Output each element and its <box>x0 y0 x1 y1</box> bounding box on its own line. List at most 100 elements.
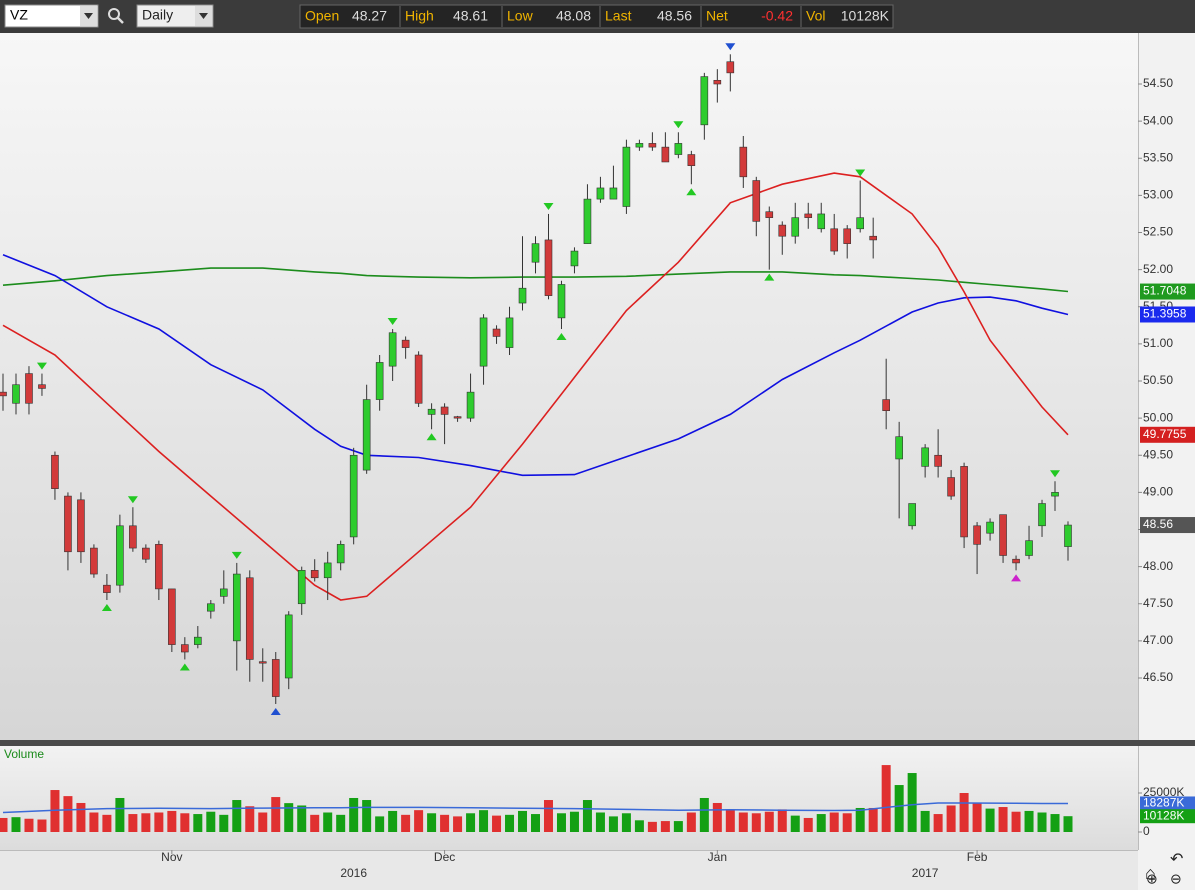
candle-body <box>453 416 462 419</box>
signal-marker <box>725 43 736 51</box>
ma-value-label-box <box>1140 306 1195 323</box>
candle-body <box>557 284 566 319</box>
candle-body <box>908 503 916 527</box>
volume-bar <box>167 810 177 832</box>
ma-value-label-box <box>1140 283 1195 300</box>
volume-bar <box>180 813 190 832</box>
candle-body <box>817 213 826 230</box>
candle-body <box>518 287 527 304</box>
candle-body <box>661 146 670 163</box>
candle-body <box>440 406 449 415</box>
volume-bar <box>907 773 917 832</box>
y-tick-label: 53.50 <box>1143 150 1173 164</box>
volume-bar <box>453 816 463 832</box>
volume-bar <box>401 814 411 832</box>
candle-body <box>869 235 877 241</box>
volume-bar <box>777 809 787 832</box>
volume-bar <box>1037 812 1047 832</box>
candle-body <box>973 525 981 545</box>
volume-tick-label: 0 <box>1143 824 1150 838</box>
symbol: VZ <box>10 7 28 23</box>
quote-value: 48.08 <box>556 8 591 24</box>
volume-bar <box>89 812 99 832</box>
zoom-in[interactable]: ⊕ <box>1146 871 1158 887</box>
x-year-label: 2017 <box>912 866 939 880</box>
quote-label: Last <box>605 8 632 24</box>
candle-body <box>284 614 293 679</box>
candle-body <box>414 354 423 404</box>
volume-bar <box>868 807 878 832</box>
panel-separator <box>0 740 1195 746</box>
volume-bar <box>479 810 489 832</box>
y-tick-label: 54.50 <box>1143 76 1173 90</box>
x-tick-label: Feb <box>967 850 988 864</box>
undo-icon[interactable]: ↶ <box>1170 851 1183 868</box>
volume-bar <box>1011 811 1021 832</box>
quote-label: High <box>405 8 434 24</box>
candle-body <box>596 187 605 200</box>
search-icon[interactable] <box>108 8 120 20</box>
moving-average <box>2 172 1069 601</box>
search-icon <box>117 17 124 24</box>
moving-average <box>2 254 1069 477</box>
volume-bar <box>673 821 683 832</box>
volume-bar <box>531 814 540 832</box>
moving-average <box>2 267 1069 293</box>
candle-body <box>401 339 410 348</box>
y-tick-label: 49.00 <box>1143 485 1173 499</box>
home-icon[interactable]: ⌂ <box>1145 863 1156 883</box>
signal-marker <box>1050 470 1061 478</box>
candle-body <box>245 577 254 660</box>
volume-bar <box>115 797 125 832</box>
volume-last-label-box <box>1140 809 1195 824</box>
volume-bar <box>258 812 268 832</box>
ma-value-label: 51.7048 <box>1143 284 1187 298</box>
interval: Daily <box>142 7 173 23</box>
candle-body <box>77 499 85 553</box>
signal-marker <box>556 333 567 341</box>
signal-marker <box>36 362 47 370</box>
candle-body <box>90 547 98 575</box>
volume-bar <box>842 813 852 832</box>
volume-bar <box>76 802 86 832</box>
candle-body <box>856 217 864 230</box>
y-tick-label: 53.00 <box>1143 188 1173 202</box>
y-tick-label: 51.00 <box>1143 336 1173 350</box>
volume-average-label-box <box>1140 796 1195 811</box>
dropdown-arrow <box>199 13 208 19</box>
candle-body <box>895 436 903 460</box>
symbol-input[interactable] <box>4 4 99 28</box>
volume-bar <box>414 810 424 832</box>
candle-body <box>38 384 46 389</box>
volume-bar <box>920 810 930 832</box>
candle-body <box>1051 492 1059 497</box>
candle-body <box>830 228 839 252</box>
volume-bar <box>1063 816 1073 832</box>
volume-bar <box>310 814 320 832</box>
volume-bar <box>855 807 865 832</box>
candle-body <box>181 644 189 653</box>
zoom-out[interactable]: ⊖ <box>1170 871 1182 887</box>
candle-body <box>0 391 7 397</box>
volume-average <box>2 802 1068 814</box>
candle-body <box>882 399 890 412</box>
candle-body <box>934 454 942 467</box>
candle-body <box>609 187 618 200</box>
quote-value: 48.61 <box>453 8 488 24</box>
volume-bar <box>1024 810 1034 832</box>
candle-body <box>116 525 124 586</box>
candle-body <box>155 544 163 590</box>
volume-bar <box>11 817 21 832</box>
y-tick-label: 47.50 <box>1143 596 1173 610</box>
candle-body <box>674 143 683 155</box>
candle-body <box>12 384 20 404</box>
y-tick-label: 50.50 <box>1143 373 1173 387</box>
volume-bar <box>492 815 502 832</box>
y-tick-label: 46.50 <box>1143 670 1173 684</box>
volume-bar <box>881 765 891 832</box>
ma-value-label: 51.3958 <box>1143 307 1187 321</box>
volume-bar <box>647 821 657 832</box>
candle-body <box>778 224 787 237</box>
interval-select[interactable] <box>136 4 214 28</box>
volume-bar <box>816 814 826 832</box>
